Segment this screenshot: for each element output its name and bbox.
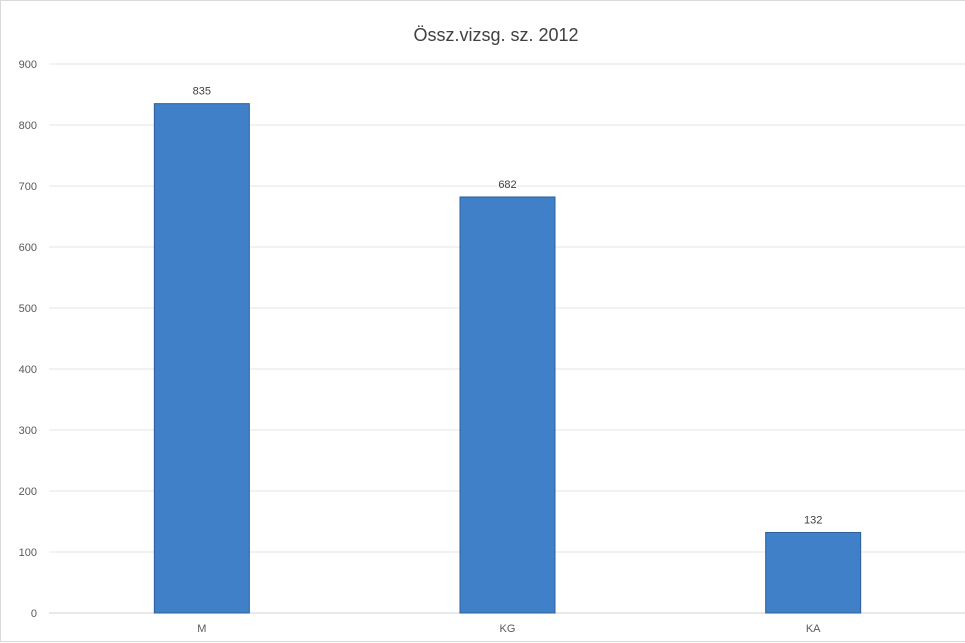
y-tick-label: 700	[19, 181, 37, 193]
data-label: 835	[193, 86, 211, 98]
bar-kg	[459, 196, 556, 614]
y-tick-label: 200	[19, 486, 37, 498]
data-label: 132	[804, 514, 822, 526]
x-axis-ticks: M KG KA	[197, 623, 821, 635]
y-tick-label: 800	[19, 120, 37, 132]
data-label: 682	[498, 179, 516, 191]
chart-title: Össz.vizsg. sz. 2012	[413, 25, 578, 45]
bars	[153, 103, 862, 614]
x-tick-label: M	[197, 623, 206, 635]
y-tick-label: 900	[19, 59, 37, 71]
bar-m	[153, 103, 250, 614]
y-axis-ticks: 0 100 200 300 400 500 600 700 800 900	[19, 59, 37, 620]
y-tick-label: 600	[19, 242, 37, 254]
x-tick-label: KG	[500, 623, 516, 635]
y-tick-label: 400	[19, 364, 37, 376]
y-tick-label: 0	[31, 608, 37, 620]
y-tick-label: 100	[19, 547, 37, 559]
y-tick-label: 500	[19, 303, 37, 315]
y-tick-label: 300	[19, 425, 37, 437]
data-labels: 835 682 132	[193, 86, 823, 527]
x-tick-label: KA	[806, 623, 821, 635]
bar-ka	[765, 531, 862, 614]
